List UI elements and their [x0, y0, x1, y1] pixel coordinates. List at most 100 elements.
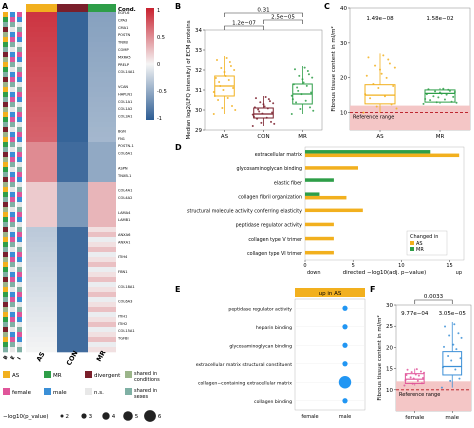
- heat-cell: [57, 157, 88, 163]
- heat-cell: [88, 192, 116, 198]
- row-anno-cell: [10, 342, 15, 348]
- heat-cell: [26, 42, 57, 48]
- data-point: [383, 95, 386, 98]
- row-anno-cell: [3, 282, 8, 288]
- row-anno-cell: [3, 207, 8, 213]
- row-anno-cell: [10, 327, 15, 333]
- data-point: [364, 93, 367, 96]
- protein-label: HAPLN1: [118, 92, 132, 96]
- heat-cell: [57, 287, 88, 293]
- data-point: [258, 110, 261, 113]
- heat-cell: [57, 237, 88, 243]
- heatmap-svg: Cond. 1 0.5 0 -0.5 -1 EGFL6 CPA3 CMA1 POSTN…: [3, 4, 167, 367]
- legend-swatch-as: [410, 241, 414, 245]
- row-anno-cell: [17, 12, 22, 18]
- x-tick-label: MR: [298, 134, 307, 140]
- legend-swatch: [85, 371, 92, 378]
- row-anno-cell: [10, 182, 15, 188]
- heat-cell: [57, 62, 88, 68]
- row-anno-cell: [17, 202, 22, 208]
- data-point: [454, 368, 457, 371]
- row-anno-cell: [3, 132, 8, 138]
- data-point: [306, 69, 309, 72]
- data-point: [302, 81, 305, 84]
- data-point: [425, 93, 428, 96]
- heat-cell: [57, 112, 88, 118]
- row-anno-cell: [3, 332, 8, 338]
- y-axis-label: Median log2(LFQ intensity) of ECM protei…: [186, 20, 192, 139]
- heat-cell: [26, 232, 57, 238]
- x-tick-label: CON: [257, 134, 269, 140]
- data-point: [385, 76, 388, 79]
- row-anno-cell: [10, 167, 15, 173]
- category-label: structural molecule activity conferring …: [187, 209, 302, 215]
- y-tick-label: 20: [340, 76, 347, 82]
- bracket-label: 1.2e−07: [232, 21, 256, 27]
- data-point: [437, 96, 440, 99]
- data-point: [307, 73, 310, 76]
- data-point: [290, 113, 293, 115]
- dot: [342, 305, 348, 311]
- row-anno-cell: [10, 127, 15, 133]
- data-point: [415, 368, 418, 371]
- heat-cell: [57, 187, 88, 193]
- data-point: [419, 370, 422, 373]
- data-point: [435, 101, 438, 104]
- row-anno-cell: [10, 192, 15, 198]
- heat-cell: [57, 252, 88, 258]
- heat-cell: [26, 177, 57, 183]
- row-anno-cell: [17, 177, 22, 183]
- heat-cell: [57, 47, 88, 53]
- row-anno-cell: [10, 307, 15, 313]
- row-anno-cell: [10, 217, 15, 223]
- legend-label: AS: [12, 373, 20, 379]
- heat-cell: [57, 247, 88, 253]
- row-anno-cell: [17, 117, 22, 123]
- protein-label: COMP: [118, 48, 129, 52]
- heat-cell: [26, 342, 57, 348]
- row-anno-cell: [10, 277, 15, 283]
- row-anno-cell: [3, 162, 8, 168]
- legend-swatch: [125, 388, 132, 395]
- heat-cell: [26, 102, 57, 108]
- protein-label: COL15A1: [118, 329, 135, 333]
- legend-title: Changed in: [410, 234, 438, 240]
- panel-e-chart: up in AS peptidase regulator activity hepa…: [196, 288, 366, 420]
- heat-cell: [57, 67, 88, 73]
- heat-cell: [57, 167, 88, 173]
- data-point: [295, 101, 298, 104]
- heat-cell: [26, 192, 57, 198]
- data-point: [377, 87, 380, 90]
- data-point: [416, 379, 419, 382]
- row-anno-cell: [3, 152, 8, 158]
- heat-cell: [26, 22, 57, 28]
- heat-cell: [88, 132, 116, 138]
- y-tick-label: 20: [386, 345, 393, 351]
- bracket-label: 0.0033: [424, 294, 444, 300]
- row-anno-cell: [3, 82, 8, 88]
- row-anno-cell: [17, 342, 22, 348]
- protein-label: CPA3: [118, 18, 127, 22]
- heat-cell: [88, 277, 116, 283]
- heat-cell: [26, 307, 57, 313]
- data-point: [429, 99, 432, 102]
- protein-label: COL6A3: [118, 300, 132, 304]
- row-anno-cell: [17, 282, 22, 288]
- heat-cell: [88, 107, 116, 113]
- size-legend-label: 6: [158, 414, 162, 420]
- legend-label: male: [53, 390, 67, 396]
- row-anno-cell: [10, 52, 15, 58]
- data-point: [225, 57, 228, 59]
- data-point: [301, 78, 304, 81]
- row-anno-cell: [3, 342, 8, 348]
- protein-label: COL4A1: [118, 189, 132, 193]
- row-anno-cell: [3, 157, 8, 163]
- heat-cell: [57, 152, 88, 158]
- row-anno-cell: [10, 137, 15, 143]
- protein-label: ANXA6: [118, 233, 131, 237]
- row-anno-cell: [17, 312, 22, 318]
- row-anno-cell: [10, 47, 15, 53]
- legend-label: MR: [53, 373, 62, 379]
- row-anno-cell: [10, 202, 15, 208]
- data-point: [445, 93, 448, 96]
